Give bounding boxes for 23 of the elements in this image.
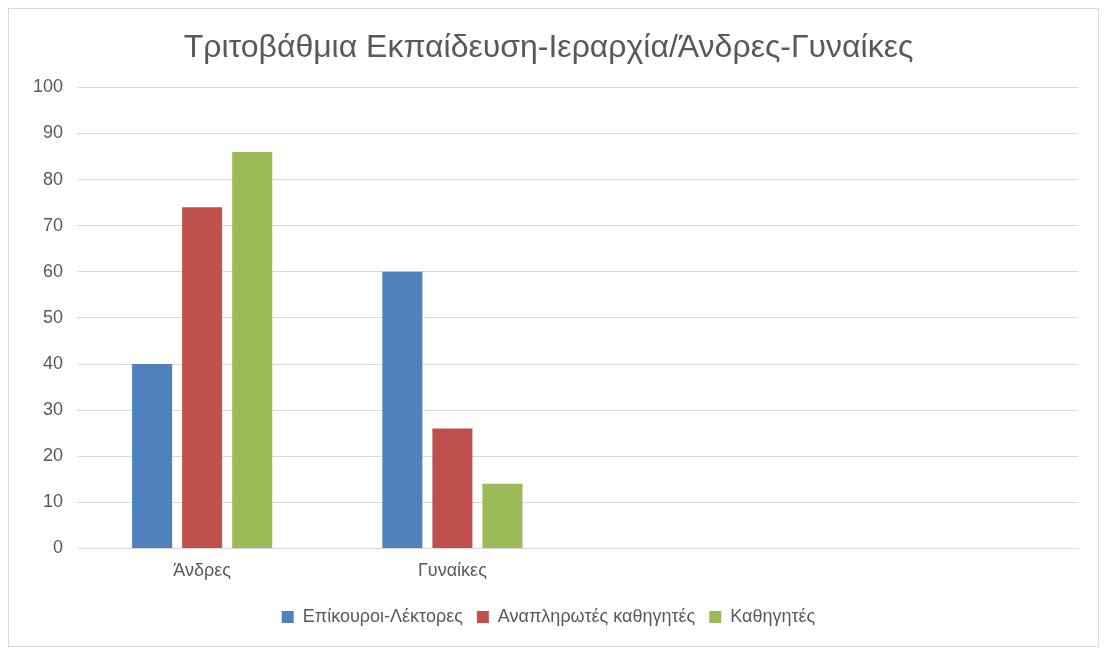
- bar: [232, 151, 273, 548]
- y-tick-label: 10: [43, 491, 64, 512]
- legend-label: Επίκουροι-Λέκτορες: [302, 605, 464, 626]
- bar: [132, 364, 173, 548]
- legend-label: Αναπληρωτές καθηγητές: [497, 605, 696, 626]
- y-tick-label: 0: [53, 537, 64, 558]
- y-tick-label: 40: [43, 352, 64, 373]
- x-tick-label: Άνδρες: [173, 560, 232, 581]
- legend-label: Καθηγητές: [730, 605, 816, 626]
- y-tick-label: 30: [43, 399, 64, 420]
- y-tick-label: 100: [32, 76, 64, 97]
- bar: [382, 271, 423, 548]
- x-tick-label: Γυναίκες: [417, 560, 488, 581]
- chart-title: Τριτοβάθμια Εκπαίδευση-Ιεραρχία/Άνδρες-Γυναίκες: [183, 28, 914, 65]
- bar: [432, 428, 473, 548]
- y-tick-label: 80: [43, 168, 64, 189]
- y-tick-label: 90: [43, 122, 64, 143]
- y-tick-label: 50: [43, 306, 64, 327]
- bar: [182, 207, 223, 548]
- y-tick-label: 70: [43, 214, 64, 235]
- bar: [482, 483, 523, 548]
- y-tick-label: 20: [43, 445, 64, 466]
- y-tick-label: 60: [43, 260, 64, 281]
